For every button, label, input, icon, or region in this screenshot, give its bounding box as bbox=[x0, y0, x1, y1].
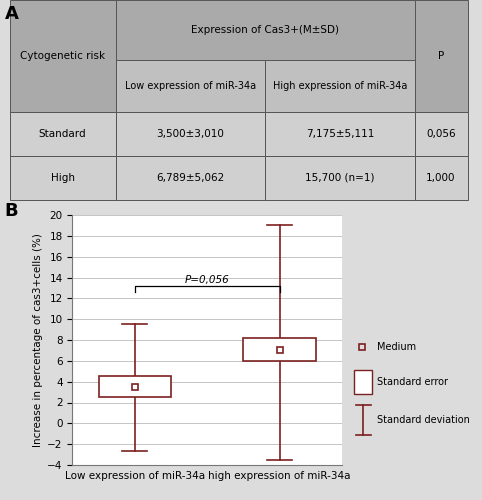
Bar bbox=[99, 376, 171, 398]
Text: 0,056: 0,056 bbox=[426, 129, 456, 139]
Text: 1,000: 1,000 bbox=[426, 173, 456, 183]
Text: High: High bbox=[51, 173, 75, 183]
Text: Standard deviation: Standard deviation bbox=[377, 415, 470, 425]
Bar bbox=[116, 60, 265, 112]
Text: High expression of miR-34a: High expression of miR-34a bbox=[273, 81, 407, 91]
Bar bbox=[116, 0, 415, 60]
Text: Low expression of miR-34a: Low expression of miR-34a bbox=[125, 81, 256, 91]
Text: A: A bbox=[5, 5, 19, 23]
Bar bbox=[415, 0, 468, 112]
Text: Cytogenetic risk: Cytogenetic risk bbox=[20, 51, 105, 61]
Text: P=0,056: P=0,056 bbox=[185, 275, 229, 285]
Bar bbox=[265, 156, 415, 200]
Bar bbox=[354, 370, 372, 394]
Y-axis label: Increase in percentage of cas3+cells (%): Increase in percentage of cas3+cells (%) bbox=[33, 233, 43, 447]
Bar bbox=[10, 156, 116, 200]
Bar bbox=[415, 112, 468, 156]
Text: B: B bbox=[5, 202, 18, 220]
Text: Standard: Standard bbox=[39, 129, 86, 139]
Bar bbox=[10, 0, 116, 112]
Bar bbox=[243, 338, 316, 361]
Text: 15,700 (n=1): 15,700 (n=1) bbox=[305, 173, 375, 183]
Bar bbox=[415, 156, 468, 200]
Text: 7,175±5,111: 7,175±5,111 bbox=[306, 129, 374, 139]
Text: P: P bbox=[438, 51, 444, 61]
Bar bbox=[265, 112, 415, 156]
Text: Expression of Cas3+(M±SD): Expression of Cas3+(M±SD) bbox=[191, 25, 339, 35]
Bar bbox=[116, 156, 265, 200]
Bar bbox=[116, 112, 265, 156]
Bar bbox=[10, 112, 116, 156]
Bar bbox=[265, 60, 415, 112]
Text: 6,789±5,062: 6,789±5,062 bbox=[156, 173, 225, 183]
Text: Standard error: Standard error bbox=[377, 376, 448, 386]
Text: 3,500±3,010: 3,500±3,010 bbox=[157, 129, 224, 139]
Text: Medium: Medium bbox=[377, 342, 416, 351]
